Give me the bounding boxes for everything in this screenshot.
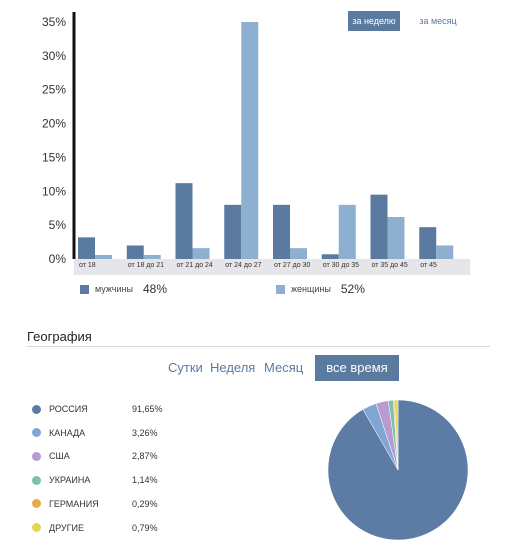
bar-women bbox=[241, 22, 259, 259]
legend-dot-icon bbox=[32, 428, 41, 438]
country-name: КАНАДА bbox=[49, 427, 86, 438]
y-tick-label: 15% bbox=[42, 150, 66, 164]
legend-women-swatch bbox=[276, 284, 285, 294]
legend-men: мужчины 48% bbox=[80, 281, 167, 297]
period-week-button[interactable]: за неделю bbox=[348, 11, 400, 31]
legend-dot-icon bbox=[32, 404, 41, 414]
bar-men bbox=[321, 254, 339, 259]
tab-all-time[interactable]: все время bbox=[315, 355, 399, 381]
bar-women bbox=[436, 245, 454, 259]
bar-men bbox=[224, 204, 242, 259]
geography-divider bbox=[27, 346, 490, 347]
y-tick-label: 35% bbox=[42, 15, 66, 29]
bar-women bbox=[290, 248, 307, 259]
country-name: ДРУГИЕ bbox=[49, 522, 84, 533]
bar-men bbox=[370, 194, 388, 259]
baseline-band bbox=[74, 259, 470, 275]
x-tick-label: от 45 bbox=[420, 262, 437, 269]
legend-men-swatch bbox=[80, 284, 89, 294]
legend-dot-icon bbox=[32, 451, 41, 461]
y-tick-label: 0% bbox=[49, 252, 67, 266]
y-tick-label: 25% bbox=[42, 83, 66, 97]
legend-men-value: 48% bbox=[142, 282, 167, 296]
country-row: РОССИЯ 91,65% bbox=[32, 402, 163, 416]
country-row: ДРУГИЕ 0,79% bbox=[32, 521, 158, 535]
legend-women: женщины 52% bbox=[276, 281, 365, 297]
country-share: 1,14% bbox=[132, 475, 158, 486]
bar-women bbox=[192, 248, 210, 259]
bar-women bbox=[143, 254, 161, 259]
x-tick-label: от 18 bbox=[79, 262, 96, 269]
y-tick-label: 30% bbox=[42, 49, 66, 63]
pie-slice bbox=[394, 399, 399, 471]
tab-day[interactable]: Сутки bbox=[168, 360, 203, 375]
country-share: 0,79% bbox=[132, 522, 158, 533]
country-name: УКРАИНА bbox=[49, 475, 91, 486]
legend-dot-icon bbox=[32, 499, 41, 509]
bar-men bbox=[78, 237, 95, 259]
bar-men bbox=[419, 227, 437, 259]
country-name: РОССИЯ bbox=[49, 404, 88, 414]
x-tick-label: от 27 до 30 bbox=[274, 262, 310, 269]
country-row: УКРАИНА 1,14% bbox=[32, 473, 158, 487]
country-row: КАНАДА 3,26% bbox=[32, 426, 158, 440]
bar-women bbox=[387, 217, 405, 259]
country-name: США bbox=[49, 451, 70, 462]
legend-women-value: 52% bbox=[340, 282, 365, 296]
geography-pie-chart bbox=[327, 399, 469, 541]
bar-men bbox=[273, 204, 290, 259]
period-month-button[interactable]: за месяц bbox=[419, 16, 457, 26]
country-share: 0,29% bbox=[132, 498, 158, 509]
bar-women bbox=[95, 254, 112, 259]
x-tick-label: от 24 до 27 bbox=[225, 262, 261, 269]
country-share: 2,87% bbox=[132, 451, 158, 462]
country-share: 3,26% bbox=[132, 427, 158, 438]
y-tick-label: 20% bbox=[42, 117, 66, 131]
legend-dot-icon bbox=[32, 475, 41, 485]
legend-women-label: женщины bbox=[291, 284, 331, 294]
x-tick-label: от 21 до 24 bbox=[177, 262, 213, 269]
bar-men bbox=[126, 245, 144, 259]
country-row: США 2,87% bbox=[32, 449, 158, 463]
tab-month[interactable]: Месяц bbox=[264, 360, 304, 375]
x-tick-label: от 18 до 21 bbox=[128, 262, 164, 269]
country-share: 91,65% bbox=[132, 404, 163, 414]
tab-week[interactable]: Неделя bbox=[210, 360, 256, 375]
geography-title: География bbox=[27, 329, 92, 344]
y-tick-label: 10% bbox=[42, 184, 66, 198]
bar-men bbox=[175, 183, 193, 259]
legend-men-label: мужчины bbox=[95, 284, 133, 294]
country-name: ГЕРМАНИЯ bbox=[49, 498, 99, 509]
bar-women bbox=[338, 204, 356, 259]
y-tick-label: 5% bbox=[49, 218, 67, 232]
x-tick-label: от 35 до 45 bbox=[372, 262, 408, 269]
age-bar-chart: 0% 5% 10% 15% 20% 25% 30% 35% от 18 от 18 до 21 от… bbox=[42, 12, 470, 275]
x-tick-label: от 30 до 35 bbox=[323, 262, 359, 269]
legend-dot-icon bbox=[32, 523, 41, 532]
country-row: ГЕРМАНИЯ 0,29% bbox=[32, 497, 158, 511]
